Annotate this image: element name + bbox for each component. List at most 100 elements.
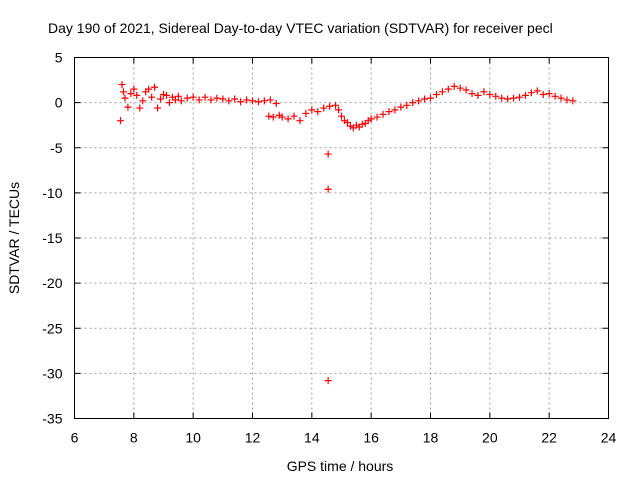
y-tick-label: -15 (42, 230, 62, 246)
plus-marker (157, 95, 165, 103)
data-point (269, 113, 277, 121)
data-point (266, 96, 274, 104)
plus-marker (284, 115, 292, 123)
plus-marker (338, 112, 345, 120)
plus-marker (116, 117, 124, 125)
plus-marker (290, 112, 298, 120)
data-point (516, 93, 523, 101)
data-point (157, 95, 165, 103)
plus-marker (379, 110, 387, 118)
x-tick-label: 6 (71, 430, 79, 446)
x-tick-label: 20 (482, 430, 498, 446)
data-point (183, 94, 191, 102)
plus-marker (444, 85, 452, 93)
plus-marker (160, 91, 167, 99)
plus-marker (533, 87, 541, 95)
data-point (302, 109, 310, 117)
data-point (409, 99, 417, 107)
data-point (118, 81, 126, 89)
x-axis-label: GPS time / hours (287, 458, 394, 474)
data-point (284, 115, 292, 123)
y-tick-label: -35 (42, 411, 62, 427)
plus-marker (403, 101, 411, 109)
data-point (504, 95, 512, 103)
plus-marker (456, 84, 464, 92)
y-tick-label: -20 (42, 275, 62, 291)
plus-marker (367, 115, 375, 123)
plus-marker (151, 83, 159, 91)
plus-marker (432, 91, 440, 99)
plus-marker (278, 113, 286, 121)
plus-marker (498, 94, 506, 102)
data-point (213, 94, 221, 102)
plus-marker (527, 89, 535, 97)
data-point (563, 96, 571, 104)
data-point (237, 98, 245, 106)
plus-marker (545, 90, 553, 98)
data-point (557, 94, 565, 102)
data-point (324, 185, 332, 193)
plus-marker (119, 88, 127, 96)
data-point (343, 118, 351, 126)
plus-marker (269, 113, 277, 121)
plus-marker (118, 81, 126, 89)
y-tick-label: 0 (55, 95, 63, 111)
plus-marker (521, 91, 529, 99)
plus-marker (314, 108, 322, 116)
plus-marker (162, 91, 170, 99)
data-points (116, 81, 577, 385)
chart-title: Day 190 of 2021, Sidereal Day-to-day VTE… (48, 20, 553, 36)
data-point (151, 83, 159, 91)
plus-marker (174, 92, 182, 100)
y-tick-label: -30 (42, 365, 62, 381)
plus-marker (189, 93, 197, 101)
plus-marker (121, 94, 129, 102)
data-point (174, 92, 182, 100)
plus-marker (409, 99, 417, 107)
plus-marker (231, 95, 239, 103)
data-point (225, 97, 233, 105)
plus-marker (539, 91, 547, 99)
data-point (272, 100, 280, 108)
data-point (162, 91, 170, 99)
plus-marker (373, 113, 381, 121)
data-point (521, 91, 529, 99)
plus-marker (450, 82, 458, 90)
data-point (338, 112, 345, 120)
y-tick-label: -5 (50, 140, 63, 156)
data-point (243, 96, 251, 104)
data-point (551, 92, 559, 100)
plus-marker (124, 103, 132, 111)
data-point (569, 97, 577, 105)
plus-marker (516, 93, 523, 101)
data-point (444, 85, 452, 93)
data-point (219, 95, 227, 103)
plus-marker (427, 94, 434, 102)
data-point (486, 91, 494, 99)
plus-marker (154, 104, 162, 112)
data-point (148, 93, 156, 101)
data-point (296, 117, 304, 125)
data-point (438, 88, 446, 96)
data-point (136, 104, 144, 112)
plus-marker (358, 120, 366, 128)
y-tick-label: -10 (42, 185, 62, 201)
plus-marker (468, 90, 476, 98)
x-tick-label: 8 (130, 430, 138, 446)
data-point (335, 106, 343, 114)
plus-marker (272, 100, 280, 108)
data-point (456, 84, 464, 92)
x-tick-label: 24 (601, 430, 617, 446)
plus-marker (510, 94, 518, 102)
plus-marker (127, 90, 135, 98)
data-point (124, 103, 132, 111)
plus-marker (130, 85, 138, 93)
data-point (474, 91, 482, 99)
data-point (397, 103, 405, 111)
data-point (373, 113, 381, 121)
plus-marker (136, 104, 144, 112)
data-point (119, 88, 127, 96)
plus-marker (254, 98, 262, 106)
axis-ticks: 6 8 10 12 14 16 18 20 22 24 5 0 -5 -10 -15 -20 -25 -30 -35 (42, 50, 616, 446)
